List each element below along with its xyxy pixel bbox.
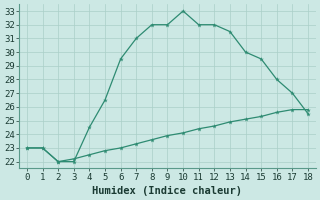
X-axis label: Humidex (Indice chaleur): Humidex (Indice chaleur) [92, 186, 243, 196]
